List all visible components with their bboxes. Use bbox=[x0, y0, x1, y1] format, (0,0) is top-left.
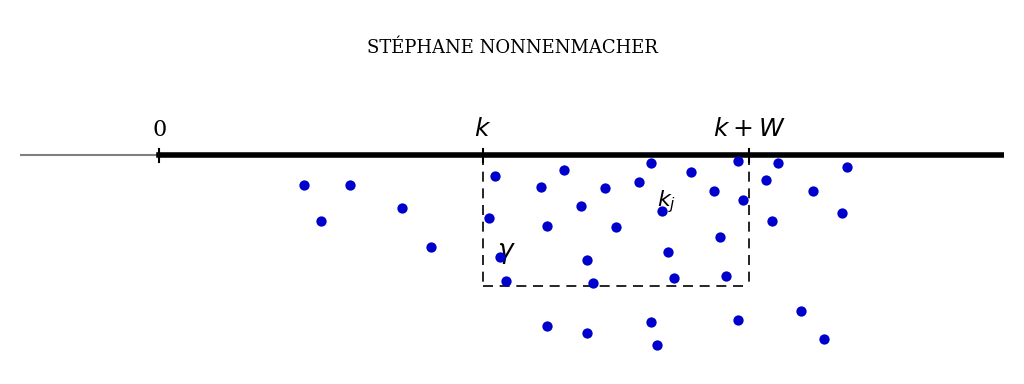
Point bbox=[579, 257, 595, 263]
Point bbox=[493, 254, 509, 260]
Point bbox=[539, 323, 555, 329]
Point bbox=[631, 179, 647, 185]
Text: $k_j$: $k_j$ bbox=[656, 188, 676, 215]
Point bbox=[498, 278, 514, 284]
Point bbox=[480, 214, 497, 220]
Point bbox=[729, 157, 745, 164]
Point bbox=[643, 160, 659, 166]
Point bbox=[735, 197, 752, 203]
Point bbox=[683, 169, 699, 175]
Point bbox=[394, 205, 411, 211]
Point bbox=[764, 218, 780, 224]
Point bbox=[596, 185, 612, 191]
Point bbox=[539, 223, 555, 229]
Point bbox=[770, 160, 786, 166]
Point bbox=[840, 164, 856, 170]
Point bbox=[556, 167, 572, 173]
Point bbox=[313, 218, 330, 224]
Point bbox=[834, 210, 850, 216]
Point bbox=[648, 342, 665, 348]
Point bbox=[712, 234, 728, 240]
Text: 0: 0 bbox=[153, 119, 166, 141]
Point bbox=[729, 317, 745, 323]
Point bbox=[423, 244, 439, 250]
Point bbox=[718, 273, 734, 280]
Point bbox=[579, 330, 595, 336]
Point bbox=[608, 224, 625, 230]
Point bbox=[643, 319, 659, 325]
Point bbox=[573, 204, 590, 210]
Point bbox=[816, 336, 833, 342]
Text: $\gamma$: $\gamma$ bbox=[497, 241, 516, 266]
Point bbox=[585, 280, 601, 286]
Text: $k+W$: $k+W$ bbox=[713, 118, 785, 141]
Point bbox=[805, 188, 821, 194]
Point bbox=[666, 275, 682, 281]
Point bbox=[342, 182, 358, 188]
Point bbox=[707, 188, 723, 194]
Text: STÉPHANE NONNENMACHER: STÉPHANE NONNENMACHER bbox=[367, 40, 657, 57]
Point bbox=[758, 177, 774, 183]
Point bbox=[793, 308, 809, 314]
Text: $k$: $k$ bbox=[474, 118, 492, 141]
Point bbox=[659, 249, 676, 255]
Point bbox=[486, 173, 503, 179]
Point bbox=[654, 208, 671, 214]
Point bbox=[296, 182, 312, 188]
Point bbox=[532, 184, 549, 190]
